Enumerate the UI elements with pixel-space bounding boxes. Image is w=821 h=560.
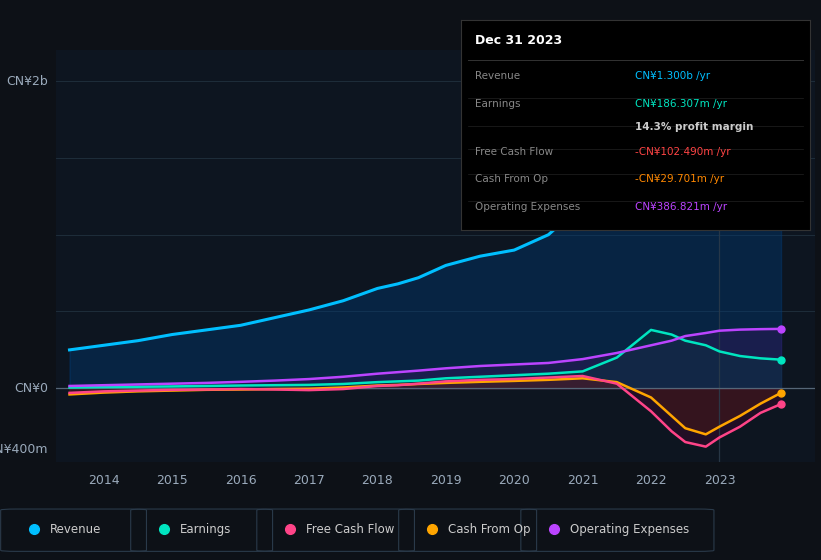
Text: Operating Expenses: Operating Expenses [475, 202, 580, 212]
Text: CN¥186.307m /yr: CN¥186.307m /yr [635, 99, 727, 109]
Text: Free Cash Flow: Free Cash Flow [305, 522, 394, 536]
Text: CN¥1.300b /yr: CN¥1.300b /yr [635, 71, 711, 81]
Text: -CN¥400m: -CN¥400m [0, 443, 48, 456]
Text: CN¥2b: CN¥2b [7, 74, 48, 87]
Text: Dec 31 2023: Dec 31 2023 [475, 34, 562, 47]
Text: Cash From Op: Cash From Op [447, 522, 530, 536]
Text: CN¥386.821m /yr: CN¥386.821m /yr [635, 202, 727, 212]
Text: Revenue: Revenue [49, 522, 101, 536]
Text: Operating Expenses: Operating Expenses [570, 522, 689, 536]
Text: Earnings: Earnings [475, 99, 521, 109]
Text: Free Cash Flow: Free Cash Flow [475, 147, 553, 157]
Text: CN¥0: CN¥0 [14, 382, 48, 395]
Text: Earnings: Earnings [180, 522, 231, 536]
Text: Cash From Op: Cash From Op [475, 174, 548, 184]
Text: Revenue: Revenue [475, 71, 521, 81]
Text: -CN¥102.490m /yr: -CN¥102.490m /yr [635, 147, 731, 157]
Text: -CN¥29.701m /yr: -CN¥29.701m /yr [635, 174, 725, 184]
Text: 14.3% profit margin: 14.3% profit margin [635, 122, 754, 132]
